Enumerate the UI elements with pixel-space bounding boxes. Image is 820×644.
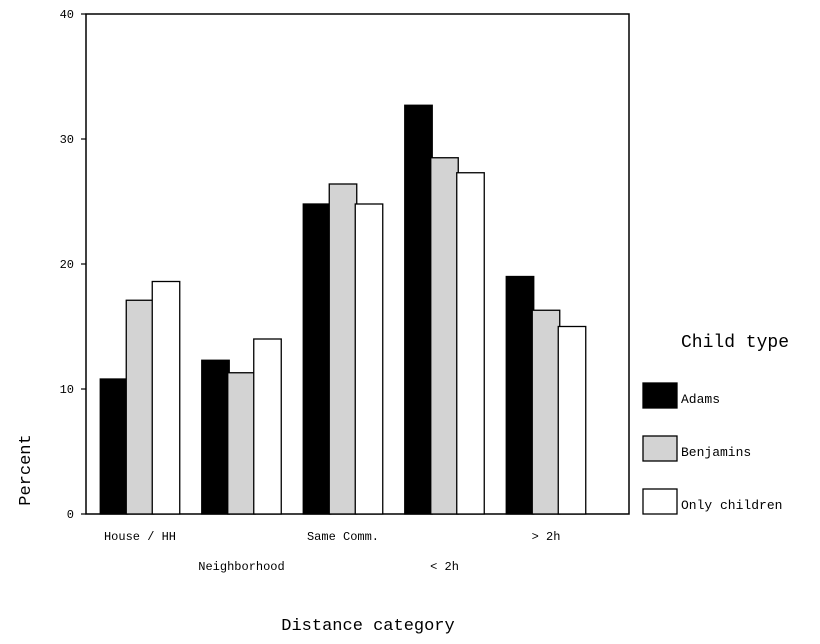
bar-only-children-3: [456, 172, 485, 515]
bar-only-children-4: [557, 325, 587, 515]
y-tick-label: 30: [60, 133, 74, 147]
legend-title: Child type: [681, 333, 789, 353]
bar-adams-0: [99, 378, 129, 515]
legend-label: Adams: [681, 392, 720, 407]
legend-swatch: [642, 382, 678, 409]
bars: [99, 104, 587, 515]
bar-adams-1: [201, 359, 230, 515]
bar-benjamins-1: [227, 372, 256, 515]
bar-benjamins-4: [531, 309, 561, 515]
x-category-label: House / HH: [104, 530, 176, 544]
x-category-label: Neighborhood: [198, 560, 284, 574]
bar-benjamins-3: [430, 157, 459, 515]
x-category-label: > 2h: [532, 530, 561, 544]
y-tick-label: 40: [60, 8, 74, 22]
y-tick-label: 0: [67, 508, 74, 522]
bar-only-children-1: [253, 338, 282, 515]
bar-only-children-2: [354, 203, 384, 515]
x-category-label: < 2h: [430, 560, 459, 574]
bar-adams-4: [505, 275, 535, 515]
legend: Child type Adams Benjamins Only children: [642, 333, 789, 515]
bar-benjamins-2: [328, 183, 358, 515]
x-axis-title: Distance category: [281, 617, 454, 636]
bar-adams-3: [404, 104, 433, 515]
x-axis-categories: House / HH Neighborhood Same Comm. < 2h > 2h: [104, 530, 560, 574]
legend-swatch: [642, 488, 678, 515]
legend-label: Only children: [681, 498, 782, 513]
y-axis-title: Percent: [17, 434, 36, 505]
bar-adams-2: [302, 203, 332, 515]
y-axis-ticks: 0 10 20 30 40: [60, 8, 86, 522]
legend-swatch: [642, 435, 678, 462]
y-tick-label: 20: [60, 258, 74, 272]
legend-label: Benjamins: [681, 445, 751, 460]
y-tick-label: 10: [60, 383, 74, 397]
bar-benjamins-0: [125, 299, 155, 515]
x-category-label: Same Comm.: [307, 530, 379, 544]
bar-only-children-0: [151, 280, 181, 515]
